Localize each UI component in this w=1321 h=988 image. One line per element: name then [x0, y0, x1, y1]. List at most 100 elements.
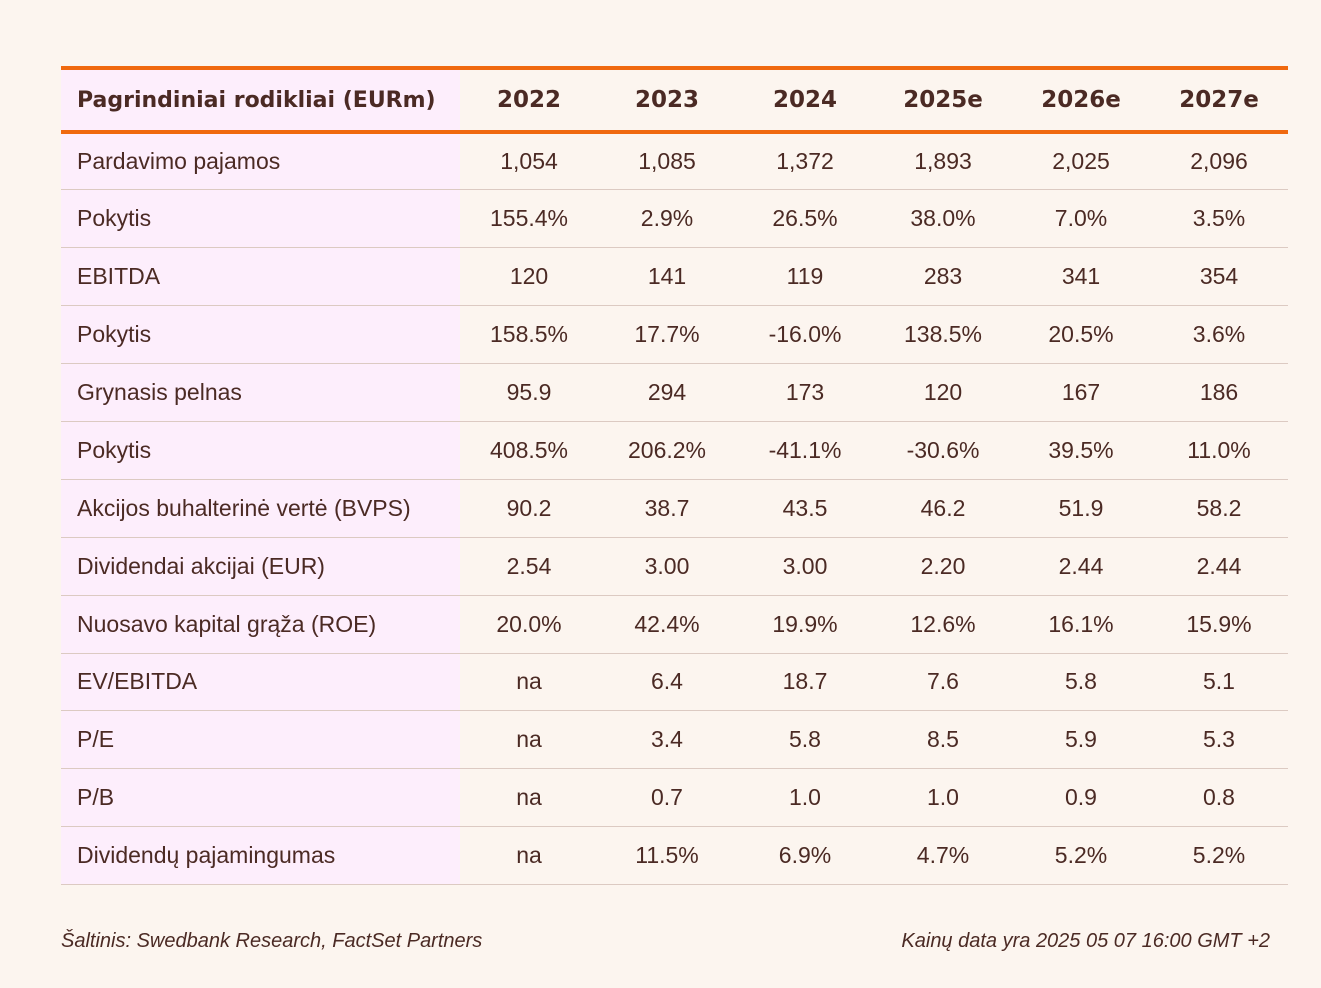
table-cell: 120 — [460, 247, 598, 307]
table-cell: 2,096 — [1150, 132, 1288, 191]
table-cell: 18.7 — [736, 653, 874, 712]
table-cell: 5.9 — [1012, 710, 1150, 770]
table-cell: 5.8 — [1012, 653, 1150, 712]
row-label: EV/EBITDA — [61, 653, 460, 712]
table-cell: 38.7 — [598, 479, 736, 538]
table-cell: 46.2 — [874, 479, 1012, 538]
table-cell: 2.44 — [1012, 537, 1150, 596]
header-label: Pagrindiniai rodikliai (EURm) — [61, 66, 460, 134]
table-cell: 8.5 — [874, 710, 1012, 770]
table-row: Grynasis pelnas 95.9 294 173 120 167 186 — [61, 363, 1288, 422]
table-row: Dividendai akcijai (EUR) 2.54 3.00 3.00 2.20… — [61, 537, 1288, 596]
source-note: Šaltinis: Swedbank Research, FactSet Par… — [61, 930, 483, 952]
row-label: Akcijos buhalterinė vertė (BVPS) — [61, 479, 460, 538]
table-cell: 38.0% — [874, 189, 1012, 249]
table-cell: 138.5% — [874, 305, 1012, 365]
table-cell: na — [460, 653, 598, 712]
table-cell: 119 — [736, 247, 874, 307]
table-cell: 1.0 — [736, 768, 874, 828]
table-cell: 2.20 — [874, 537, 1012, 596]
table-row: Nuosavo kapital grąža (ROE) 20.0% 42.4% 19.… — [61, 595, 1288, 654]
price-date-note: Kainų data yra 2025 05 07 16:00 GMT +2 — [901, 930, 1270, 952]
table-cell: 3.4 — [598, 710, 736, 770]
table-cell: 3.5% — [1150, 189, 1288, 249]
table-cell: 158.5% — [460, 305, 598, 365]
table-row: EV/EBITDA na 6.4 18.7 7.6 5.8 5.1 — [61, 653, 1288, 712]
row-label: Nuosavo kapital grąža (ROE) — [61, 595, 460, 654]
table-cell: 5.3 — [1150, 710, 1288, 770]
key-figures-table: Pagrindiniai rodikliai (EURm) 2022 2023 … — [61, 66, 1288, 886]
header-row: Pagrindiniai rodikliai (EURm) 2022 2023 … — [61, 66, 1288, 134]
header-year-2026e: 2026e — [1012, 66, 1150, 134]
table-cell: 20.0% — [460, 595, 598, 654]
table-row: Pokytis 408.5% 206.2% -41.1% -30.6% 39.5% 11.0… — [61, 421, 1288, 480]
table-cell: 20.5% — [1012, 305, 1150, 365]
row-label: Dividendai akcijai (EUR) — [61, 537, 460, 596]
table-cell: 3.00 — [598, 537, 736, 596]
table-cell: 12.6% — [874, 595, 1012, 654]
table-cell: 283 — [874, 247, 1012, 307]
table-cell: 95.9 — [460, 363, 598, 422]
table-cell: 3.6% — [1150, 305, 1288, 365]
row-label: Pardavimo pajamos — [61, 132, 460, 191]
table-cell: 0.9 — [1012, 768, 1150, 828]
table-cell: na — [460, 710, 598, 770]
table-cell: 90.2 — [460, 479, 598, 538]
table-cell: 42.4% — [598, 595, 736, 654]
table-cell: 5.1 — [1150, 653, 1288, 712]
table-cell: 2.9% — [598, 189, 736, 249]
header-year-2022: 2022 — [460, 66, 598, 134]
table-cell: 51.9 — [1012, 479, 1150, 538]
table-cell: 2,025 — [1012, 132, 1150, 191]
table-row: Pardavimo pajamos 1,054 1,085 1,372 1,893 2,0… — [61, 132, 1288, 191]
key-figures-table-container: Pagrindiniai rodikliai (EURm) 2022 2023 … — [61, 66, 1288, 886]
table-cell: 1.0 — [874, 768, 1012, 828]
table-cell: 186 — [1150, 363, 1288, 422]
table-cell: 5.8 — [736, 710, 874, 770]
table-cell: 354 — [1150, 247, 1288, 307]
table-cell: 11.0% — [1150, 421, 1288, 480]
row-label: Pokytis — [61, 189, 460, 249]
row-label: P/B — [61, 768, 460, 828]
table-cell: 17.7% — [598, 305, 736, 365]
table-cell: 5.2% — [1012, 826, 1150, 886]
table-cell: 0.8 — [1150, 768, 1288, 828]
table-cell: 167 — [1012, 363, 1150, 422]
row-label: Dividendų pajamingumas — [61, 826, 460, 886]
header-year-2024: 2024 — [736, 66, 874, 134]
table-cell: 7.6 — [874, 653, 1012, 712]
table-cell: 19.9% — [736, 595, 874, 654]
table-cell: 141 — [598, 247, 736, 307]
table-cell: 43.5 — [736, 479, 874, 538]
table-row: P/E na 3.4 5.8 8.5 5.9 5.3 — [61, 710, 1288, 770]
table-cell: 6.9% — [736, 826, 874, 886]
table-row: P/B na 0.7 1.0 1.0 0.9 0.8 — [61, 768, 1288, 828]
table-cell: 0.7 — [598, 768, 736, 828]
table-cell: 341 — [1012, 247, 1150, 307]
table-cell: 294 — [598, 363, 736, 422]
row-label: EBITDA — [61, 247, 460, 307]
table-cell: 39.5% — [1012, 421, 1150, 480]
table-header: Pagrindiniai rodikliai (EURm) 2022 2023 … — [61, 66, 1288, 134]
table-cell: 26.5% — [736, 189, 874, 249]
header-year-2025e: 2025e — [874, 66, 1012, 134]
table-cell: 155.4% — [460, 189, 598, 249]
table-cell: 2.44 — [1150, 537, 1288, 596]
table-cell: 4.7% — [874, 826, 1012, 886]
table-cell: -41.1% — [736, 421, 874, 480]
table-cell: 3.00 — [736, 537, 874, 596]
table-cell: 58.2 — [1150, 479, 1288, 538]
table-row: Pokytis 155.4% 2.9% 26.5% 38.0% 7.0% 3.5% — [61, 189, 1288, 249]
table-cell: 408.5% — [460, 421, 598, 480]
table-row: Dividendų pajamingumas na 11.5% 6.9% 4.7% 5.2… — [61, 826, 1288, 886]
table-cell: 120 — [874, 363, 1012, 422]
row-label: Pokytis — [61, 305, 460, 365]
table-body: Pardavimo pajamos 1,054 1,085 1,372 1,893 2,0… — [61, 132, 1288, 886]
row-label: Pokytis — [61, 421, 460, 480]
table-cell: 206.2% — [598, 421, 736, 480]
table-cell: 5.2% — [1150, 826, 1288, 886]
table-cell: -30.6% — [874, 421, 1012, 480]
table-cell: 11.5% — [598, 826, 736, 886]
table-cell: na — [460, 826, 598, 886]
table-cell: 7.0% — [1012, 189, 1150, 249]
